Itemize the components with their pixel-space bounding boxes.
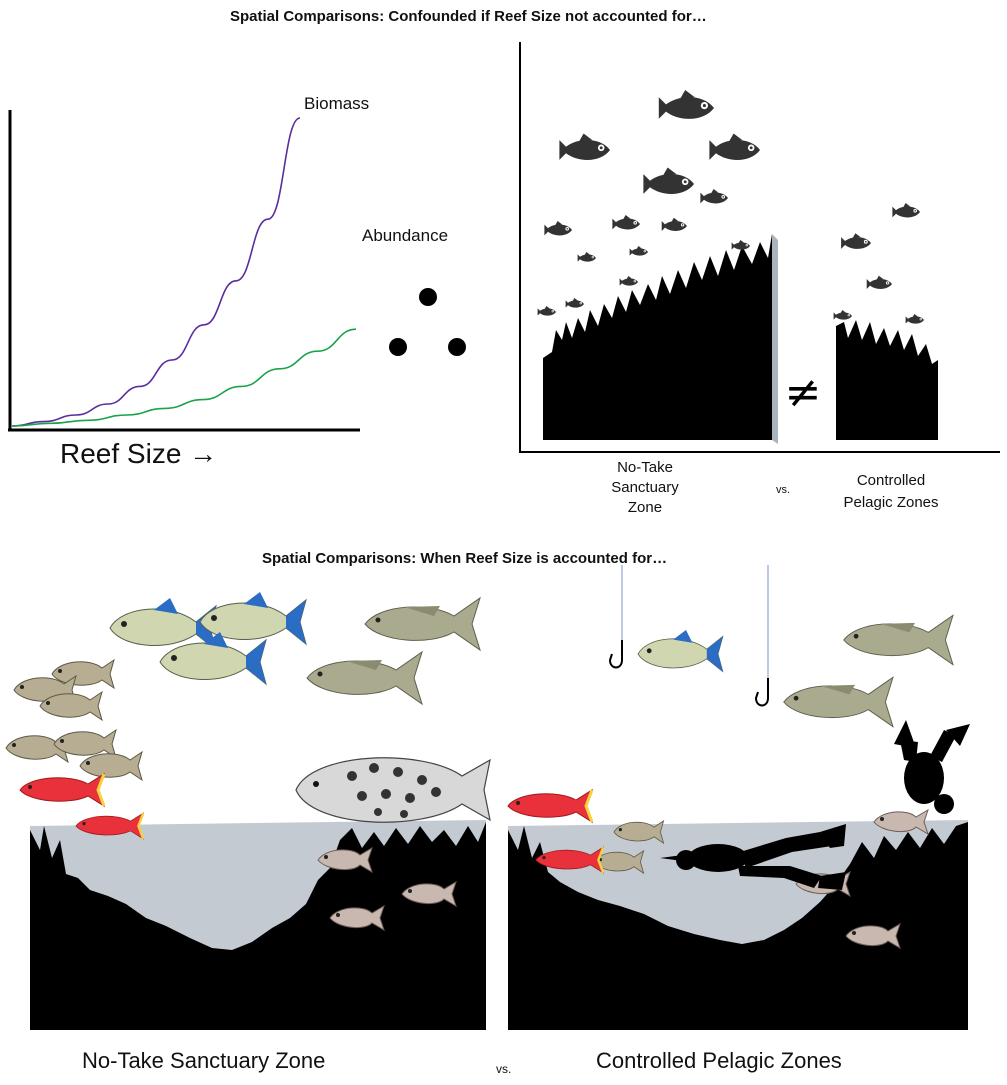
snapper-fish-icon	[364, 597, 481, 651]
grunt-fish-icon	[79, 751, 143, 781]
biomass-line	[11, 117, 301, 427]
top-left-zone-label: No-Take Sanctuary Zone	[611, 459, 679, 516]
abundance-series-label: Abundance	[362, 226, 449, 245]
left-reef-scene	[30, 820, 486, 1030]
snapper-fish-icon	[783, 676, 894, 728]
jack-fish-icon	[109, 597, 217, 651]
large-reef-silhouette	[543, 234, 772, 440]
biomass-series-label: Biomass	[304, 94, 370, 113]
jack-fish-icon	[637, 629, 724, 672]
x-axis-label: Reef Size →	[60, 438, 218, 469]
right-reef-scene	[508, 820, 968, 1030]
top-vs-label: vs.	[776, 484, 791, 496]
bottom-vs-label: vs.	[496, 1062, 512, 1076]
snapper-fish-icon	[843, 614, 954, 666]
bottom-left-zone-label: No-Take Sanctuary Zone	[82, 1048, 326, 1073]
top-right-zone-label: Controlled Pelagic Zones	[843, 472, 939, 511]
not-equal-sign: ≠	[785, 367, 822, 418]
small-reef-silhouette	[836, 320, 938, 440]
red-fish-icon	[506, 788, 594, 824]
bottom-right-zone-label: Controlled Pelagic Zones	[596, 1048, 842, 1073]
grouper-fish-icon	[295, 757, 491, 823]
fishing-hook-icon	[608, 640, 623, 669]
bottom-title: Spatial Comparisons: When Reef Size is a…	[262, 550, 668, 567]
scuba-diver-icon	[660, 824, 846, 890]
top-title: Spatial Comparisons: Confounded if Reef …	[230, 8, 707, 25]
abundance-line	[11, 328, 357, 427]
red-fish-icon	[18, 772, 106, 808]
snapper-fish-icon	[306, 651, 423, 705]
scuba-diver-icon	[894, 720, 970, 814]
fishing-hook-icon	[754, 678, 769, 707]
